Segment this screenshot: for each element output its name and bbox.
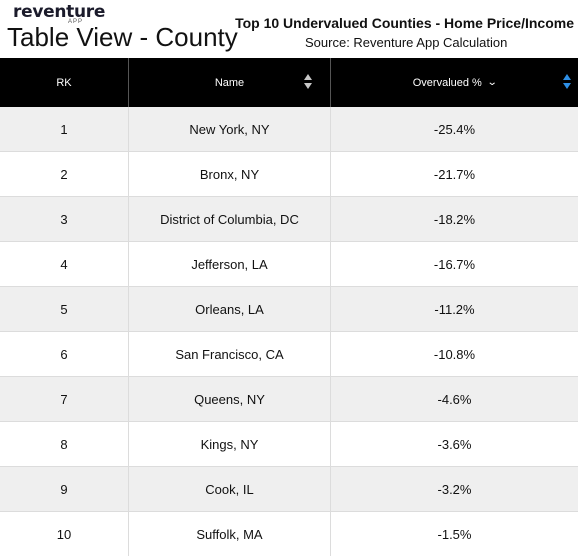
table-body: 1 New York, NY -25.4% 2 Bronx, NY -21.7%…: [0, 107, 578, 556]
value-cell: -4.6%: [437, 392, 472, 407]
rank-cell: 2: [0, 152, 129, 197]
table-row[interactable]: 3 District of Columbia, DC -18.2%: [0, 197, 578, 242]
table-row[interactable]: 8 Kings, NY -3.6%: [0, 422, 578, 467]
chevron-down-icon[interactable]: ⌄: [486, 77, 498, 88]
table-row[interactable]: 7 Queens, NY -4.6%: [0, 377, 578, 422]
value-cell: -18.2%: [433, 212, 476, 227]
rank-cell: 3: [0, 197, 129, 242]
table-row[interactable]: 10 Suffolk, MA -1.5%: [0, 512, 578, 556]
column-header-name[interactable]: Name: [129, 58, 331, 107]
name-cell: San Francisco, CA: [129, 332, 331, 377]
table-header: RK Name Overvalued % ⌄: [0, 58, 578, 107]
rank-cell: 10: [0, 512, 129, 556]
logo-wordmark: reventure: [13, 2, 106, 22]
reventure-logo: reventure APP: [13, 3, 123, 27]
rank-cell: 4: [0, 242, 129, 287]
page-title: Table View - County: [7, 22, 238, 52]
value-cell: -11.2%: [434, 302, 475, 317]
name-cell: Suffolk, MA: [129, 512, 331, 556]
name-cell: Kings, NY: [129, 422, 331, 467]
county-table: RK Name Overvalued % ⌄ 1 New York, NY -2…: [0, 58, 578, 556]
header: reventure APP Table View - County Top 10…: [0, 0, 578, 58]
name-cell: Queens, NY: [129, 377, 331, 422]
name-cell: Bronx, NY: [129, 152, 331, 197]
rank-cell: 7: [0, 377, 129, 422]
name-cell: Cook, IL: [129, 467, 331, 512]
value-cell: -16.7%: [433, 257, 476, 272]
column-header-label: Overvalued %: [412, 76, 482, 89]
column-header-label: RK: [56, 76, 72, 89]
value-cell: -3.2%: [437, 482, 472, 497]
value-cell: -10.8%: [433, 347, 476, 362]
rank-cell: 9: [0, 467, 129, 512]
rank-cell: 5: [0, 287, 129, 332]
sort-arrows-icon[interactable]: [303, 74, 313, 91]
name-cell: District of Columbia, DC: [129, 197, 331, 242]
value-cell: -3.6%: [437, 437, 472, 452]
column-header-rank[interactable]: RK: [0, 58, 129, 107]
value-cell: -25.4%: [433, 122, 476, 137]
table-row[interactable]: 2 Bronx, NY -21.7%: [0, 152, 578, 197]
table-row[interactable]: 4 Jefferson, LA -16.7%: [0, 242, 578, 287]
value-cell: -21.7%: [433, 167, 476, 182]
name-cell: Orleans, LA: [129, 287, 331, 332]
column-header-overvalued[interactable]: Overvalued % ⌄: [331, 58, 578, 107]
rank-cell: 6: [0, 332, 129, 377]
rank-cell: 8: [0, 422, 129, 467]
name-cell: Jefferson, LA: [129, 242, 331, 287]
chart-title: Top 10 Undervalued Counties - Home Price…: [235, 15, 574, 31]
chart-source: Source: Reventure App Calculation: [305, 35, 508, 50]
table-row[interactable]: 6 San Francisco, CA -10.8%: [0, 332, 578, 377]
table-row[interactable]: 1 New York, NY -25.4%: [0, 107, 578, 152]
table-row[interactable]: 9 Cook, IL -3.2%: [0, 467, 578, 512]
table-row[interactable]: 5 Orleans, LA -11.2%: [0, 287, 578, 332]
rank-cell: 1: [0, 107, 129, 152]
logo-subtext: APP: [68, 19, 84, 25]
sort-arrows-icon[interactable]: [562, 74, 572, 91]
column-header-label: Name: [214, 76, 245, 89]
name-cell: New York, NY: [129, 107, 331, 152]
value-cell: -1.5%: [437, 527, 472, 542]
